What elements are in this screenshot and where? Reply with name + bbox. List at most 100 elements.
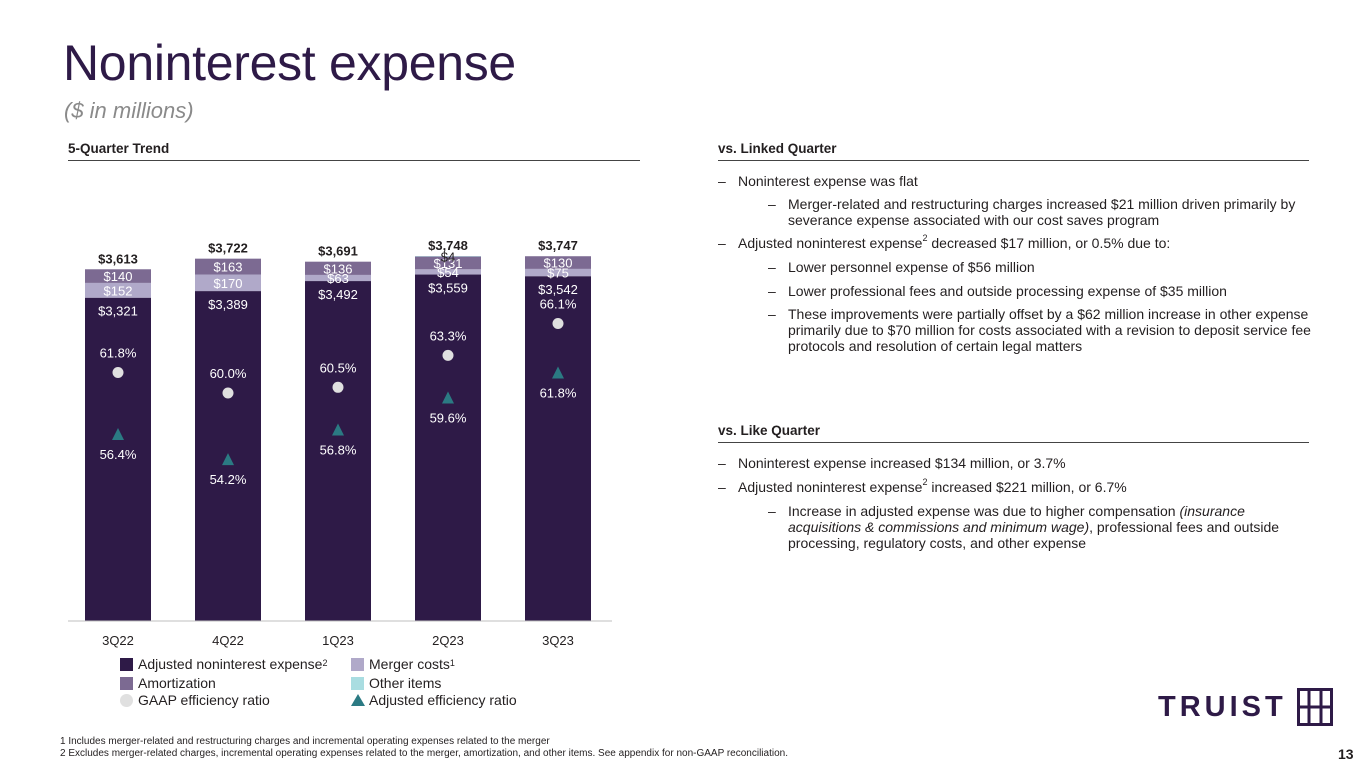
footnote-2: 2 Excludes merger-related charges, incre… xyxy=(60,748,788,759)
x-tick-label: 3Q23 xyxy=(542,633,574,648)
legend-other-label: Other items xyxy=(369,675,442,691)
amortization-label: $131 xyxy=(434,256,463,271)
merger-label: $63 xyxy=(327,271,349,286)
logo-wordmark: TRUIST xyxy=(1158,690,1287,723)
adjusted-bar xyxy=(525,276,591,621)
merger-label: $152 xyxy=(104,283,133,298)
legend-merger: Merger costs 1 xyxy=(351,656,455,672)
amortization-label: $130 xyxy=(544,256,573,271)
adjusted-ratio-marker xyxy=(112,428,124,441)
linked-bullet-text: Merger-related and restructuring charges… xyxy=(788,196,1296,228)
page-title: Noninterest expense xyxy=(63,35,516,91)
linked-bullet-text: Adjusted noninterest expense2 decreased … xyxy=(738,233,1171,251)
legend-amortization-label: Amortization xyxy=(138,675,216,691)
x-tick-label: 3Q22 xyxy=(102,633,134,648)
merger-bar xyxy=(525,268,591,277)
gaap-ratio-label: 60.5% xyxy=(320,360,357,375)
linked-bullet-text: Lower professional fees and outside proc… xyxy=(788,283,1227,299)
total-label: $3,722 xyxy=(208,241,248,256)
amortization-label: $140 xyxy=(104,269,133,284)
linked-bullet: – Adjusted noninterest expense2 decreased… xyxy=(718,233,1171,251)
legend-adjusted-swatch xyxy=(120,657,133,671)
gaap-ratio-label: 66.1% xyxy=(540,296,577,311)
linked-bullet-text: Noninterest expense was flat xyxy=(738,173,918,189)
legend-adjusted-label: Adjusted noninterest expense xyxy=(138,656,323,672)
legend-adj-ratio-label: Adjusted efficiency ratio xyxy=(369,692,517,708)
x-tick-label: 1Q23 xyxy=(322,633,354,648)
truist-logo: TRUIST xyxy=(1158,688,1333,726)
adjusted-ratio-label: 59.6% xyxy=(430,411,467,426)
x-tick-label: 2Q23 xyxy=(432,633,464,648)
legend-other-swatch xyxy=(351,676,364,690)
legend-gaap: GAAP efficiency ratio xyxy=(120,692,270,708)
amortization-bar xyxy=(415,256,481,270)
amortization-bar xyxy=(305,261,371,275)
amortization-label: $163 xyxy=(214,260,243,275)
like-bullet: – Increase in adjusted expense was due to… xyxy=(768,503,1318,551)
adjusted-label: $3,559 xyxy=(428,281,468,296)
linked-quarter-heading: vs. Linked Quarter xyxy=(718,141,1309,161)
adjusted-bar xyxy=(85,297,151,621)
amortization-bar xyxy=(525,256,591,269)
adjusted-ratio-label: 61.8% xyxy=(540,385,577,400)
legend-merger-label: Merger costs xyxy=(369,656,450,672)
amortization-bar xyxy=(195,258,261,275)
linked-bullet: – Lower professional fees and outside pro… xyxy=(768,283,1227,299)
adjusted-ratio-label: 56.8% xyxy=(320,442,357,457)
merger-bar xyxy=(305,274,371,282)
total-label: $3,613 xyxy=(98,251,138,266)
adjusted-label: $3,542 xyxy=(538,282,578,297)
x-tick-label: 4Q22 xyxy=(212,633,244,648)
legend-adj-ratio-marker xyxy=(351,694,365,706)
truist-logo-icon xyxy=(1296,688,1333,726)
like-bullet: – Adjusted noninterest expense2 increased… xyxy=(718,477,1127,495)
legend-adjusted: Adjusted noninterest expense 2 xyxy=(120,656,327,672)
gaap-ratio-label: 61.8% xyxy=(100,345,137,360)
amortization-label: $136 xyxy=(324,261,353,276)
footnote-1: 1 Includes merger-related and restructur… xyxy=(60,736,550,747)
linked-bullet-text: These improvements were partially offset… xyxy=(788,306,1311,354)
page-number: 13 xyxy=(1338,746,1354,762)
noninterest-expense-chart: $3,321 $152$140 $3,613 61.8% 56.4% 3Q22 $3,389… xyxy=(68,238,612,648)
gaap-ratio-marker xyxy=(332,381,344,393)
linked-bullet: – Merger-related and restructuring charge… xyxy=(768,196,1318,228)
adjusted-label: $3,492 xyxy=(318,287,358,302)
legend-amortization-swatch xyxy=(120,676,133,690)
adjusted-ratio-label: 56.4% xyxy=(100,447,137,462)
merger-label: $54 xyxy=(437,265,459,280)
merger-bar xyxy=(415,269,481,275)
total-label: $3,691 xyxy=(318,244,358,259)
adjusted-label: $3,389 xyxy=(208,297,248,312)
adjusted-ratio-marker xyxy=(332,423,344,436)
gaap-ratio-label: 60.0% xyxy=(210,366,247,381)
legend-other: Other items xyxy=(351,675,441,691)
merger-bar xyxy=(85,282,151,298)
gaap-ratio-marker xyxy=(222,387,234,399)
adjusted-ratio-label: 54.2% xyxy=(210,472,247,487)
merger-label: $170 xyxy=(214,276,243,291)
gaap-ratio-label: 63.3% xyxy=(430,328,467,343)
merger-bar xyxy=(195,274,261,292)
legend-adj-ratio: Adjusted efficiency ratio xyxy=(351,692,517,708)
page-subtitle: ($ in millions) xyxy=(64,98,194,123)
gaap-ratio-marker xyxy=(442,349,454,361)
like-bullet-text: Adjusted noninterest expense2 increased … xyxy=(738,477,1127,495)
total-label: $3,748 xyxy=(428,238,468,253)
legend-gaap-label: GAAP efficiency ratio xyxy=(138,692,270,708)
legend-gaap-marker xyxy=(120,693,133,707)
adjusted-ratio-marker xyxy=(442,391,454,404)
adjusted-ratio-marker xyxy=(222,453,234,466)
linked-bullet: – Noninterest expense was flat xyxy=(718,173,918,189)
legend-merger-swatch xyxy=(351,657,364,671)
five-quarter-trend-heading: 5-Quarter Trend xyxy=(68,141,640,161)
gaap-ratio-marker xyxy=(552,317,564,329)
other-label: $4 xyxy=(441,250,455,265)
adjusted-label: $3,321 xyxy=(98,304,138,319)
like-quarter-heading: vs. Like Quarter xyxy=(718,423,1309,443)
gaap-ratio-marker xyxy=(112,366,124,378)
like-bullet-text: Noninterest expense increased $134 milli… xyxy=(738,455,1066,471)
adjusted-bar xyxy=(415,274,481,621)
adjusted-ratio-marker xyxy=(552,366,564,379)
merger-label: $75 xyxy=(547,266,569,281)
like-bullet: – Noninterest expense increased $134 mill… xyxy=(718,455,1066,471)
